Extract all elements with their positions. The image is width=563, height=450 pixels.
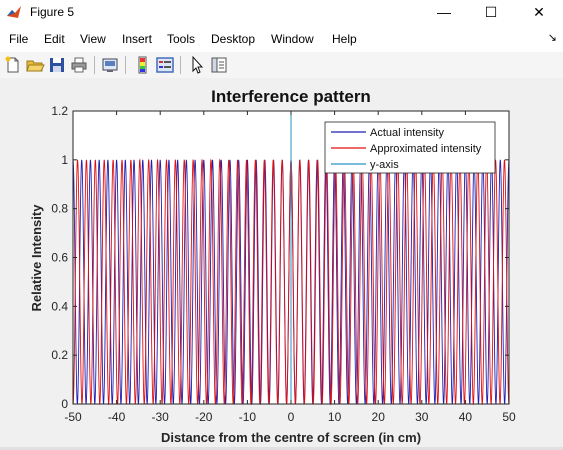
chart-title: Interference pattern xyxy=(211,87,371,106)
close-button[interactable]: ✕ xyxy=(533,4,545,20)
x-tick-label: -50 xyxy=(64,410,82,424)
x-tick-label: -40 xyxy=(108,410,126,424)
y-tick-label: 0.2 xyxy=(51,348,68,362)
window-bottom-edge xyxy=(0,447,563,450)
window-titlebar: Figure 5 — ☐ ✕ xyxy=(0,0,563,26)
chart: Interference pattern -50 -40 -30 -20 -10 0 10 2… xyxy=(0,78,563,450)
y-tick-label: 0.6 xyxy=(51,251,68,265)
link-plot-icon[interactable] xyxy=(100,55,120,75)
x-tick-label: -10 xyxy=(239,410,257,424)
toolbar-separator xyxy=(125,56,126,74)
property-inspector-icon[interactable] xyxy=(209,55,229,75)
y-tick-label: 0.8 xyxy=(51,202,68,216)
ticks-layer: -50 -40 -30 -20 -10 0 10 20 30 40 50 0 0.2 0.4 0.6 0.8 1… xyxy=(51,104,516,424)
toolbar-separator xyxy=(180,56,181,74)
y-tick-label: 0.4 xyxy=(51,299,68,313)
insert-colorbar-icon[interactable] xyxy=(133,55,153,75)
x-tick-label: 40 xyxy=(459,410,473,424)
menu-edit[interactable]: Edit xyxy=(44,32,65,46)
series-layer xyxy=(72,111,510,406)
print-icon[interactable] xyxy=(69,55,89,75)
matlab-app-icon xyxy=(6,4,22,20)
y-tick-label: 1 xyxy=(61,153,68,167)
y-axis-label: Relative Intensity xyxy=(29,204,44,312)
x-tick-label: 0 xyxy=(288,410,295,424)
y-tick-label: 1.2 xyxy=(51,104,68,118)
save-icon[interactable] xyxy=(47,55,67,75)
figure-toolbar xyxy=(0,52,563,79)
insert-legend-icon[interactable] xyxy=(155,55,175,75)
menu-bar: File Edit View Insert Tools Desktop Wind… xyxy=(0,26,563,52)
x-tick-label: 30 xyxy=(415,410,429,424)
menu-view[interactable]: View xyxy=(80,32,106,46)
x-tick-label: 10 xyxy=(328,410,342,424)
dock-arrow-icon[interactable]: ↘ xyxy=(547,32,557,44)
legend[interactable]: Actual intensity Approximated intensity … xyxy=(324,121,496,174)
x-tick-label: -30 xyxy=(152,410,170,424)
maximize-button[interactable]: ☐ xyxy=(484,4,498,20)
toolbar-separator xyxy=(94,56,95,74)
minimize-button[interactable]: — xyxy=(437,4,451,20)
menu-insert[interactable]: Insert xyxy=(122,32,153,46)
x-tick-label: 20 xyxy=(372,410,386,424)
x-tick-label: -20 xyxy=(195,410,213,424)
window-title: Figure 5 xyxy=(30,5,75,19)
open-file-icon[interactable] xyxy=(25,55,45,75)
x-tick-label: 50 xyxy=(502,410,516,424)
y-tick-label: 0 xyxy=(61,397,68,411)
menu-window[interactable]: Window xyxy=(271,32,314,46)
menu-file[interactable]: File xyxy=(9,32,29,46)
edit-plot-arrow-icon[interactable] xyxy=(187,55,207,75)
legend-label-approx: Approximated intensity xyxy=(370,143,482,155)
new-figure-icon[interactable] xyxy=(3,55,23,75)
x-axis-label: Distance from the centre of screen (in c… xyxy=(161,430,421,445)
menu-tools[interactable]: Tools xyxy=(167,32,196,46)
legend-label-actual: Actual intensity xyxy=(370,127,444,139)
menu-help[interactable]: Help xyxy=(332,32,357,46)
legend-label-yaxis: y-axis xyxy=(370,159,399,171)
menu-desktop[interactable]: Desktop xyxy=(211,32,256,46)
